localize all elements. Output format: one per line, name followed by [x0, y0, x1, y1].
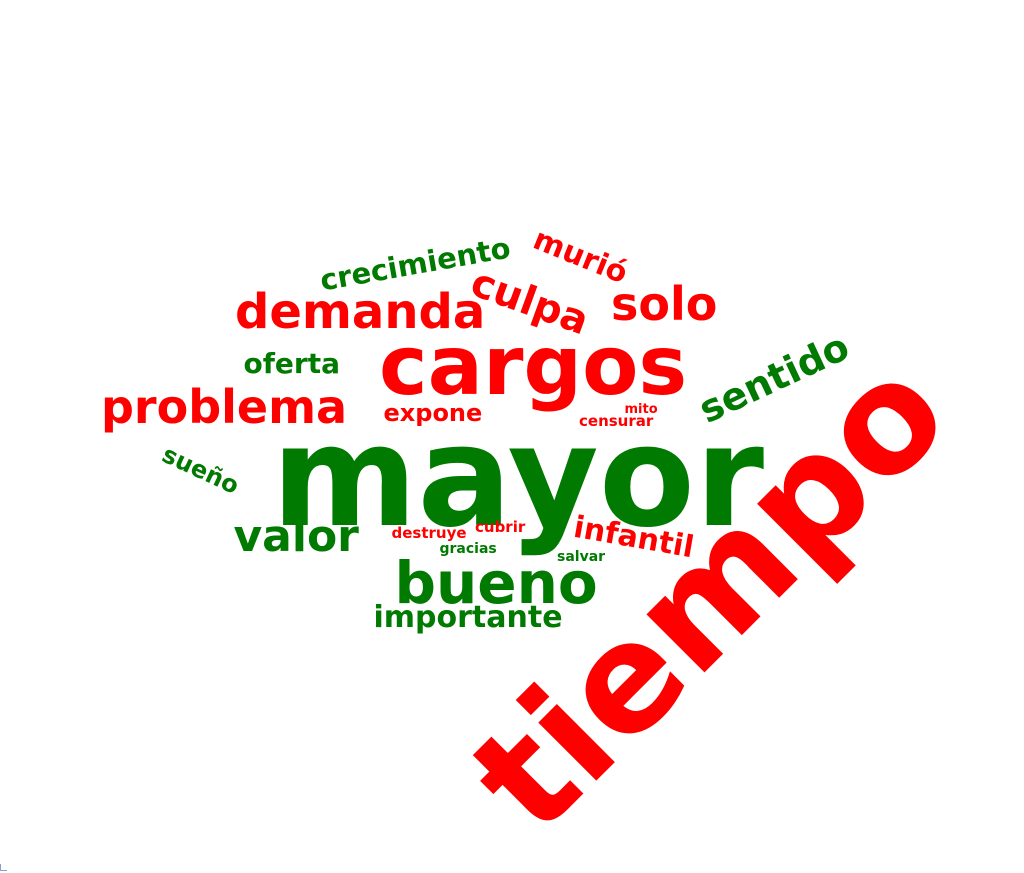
word-bueno: bueno — [394, 549, 598, 617]
word-problema: problema — [101, 380, 348, 434]
word-demanda: demanda — [235, 284, 486, 340]
word-censurar: censurar — [579, 411, 654, 430]
word-cubrir: cubrir — [475, 517, 526, 536]
word-sueno: sueño — [157, 440, 243, 500]
word-gracias: gracias — [439, 541, 497, 557]
word-oferta: oferta — [243, 347, 341, 380]
word-salvar: salvar — [557, 549, 606, 565]
word-valor: valor — [233, 511, 359, 562]
word-mayor: mayor — [271, 396, 765, 559]
word-importante: importante — [373, 600, 563, 635]
word-solo: solo — [611, 277, 718, 331]
word-murio: murió — [528, 221, 633, 292]
word-expone: expone — [383, 399, 483, 427]
word-mito: mito — [624, 401, 658, 417]
corner-marker — [0, 864, 7, 871]
word-cargos: cargos — [379, 319, 688, 414]
word-destruye: destruye — [391, 523, 467, 542]
